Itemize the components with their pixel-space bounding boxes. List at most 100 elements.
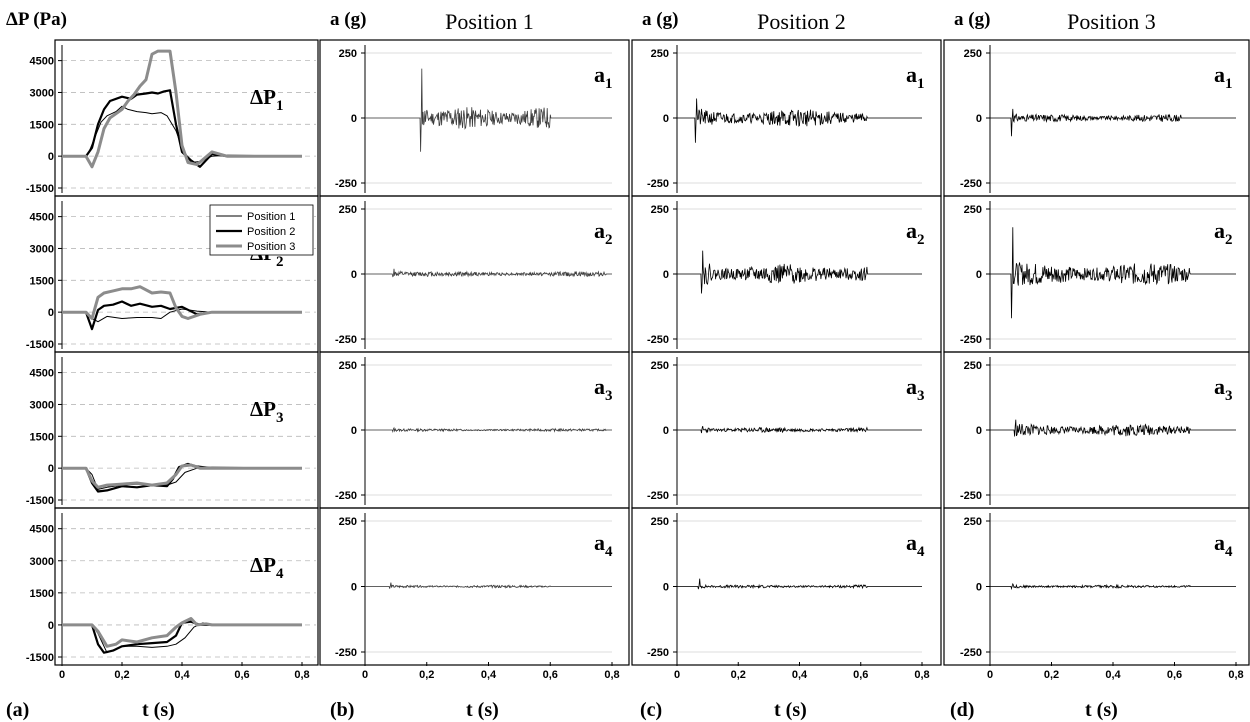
legend-entry: Position 1 — [247, 211, 295, 223]
acceleration-signal — [677, 250, 922, 294]
subplot-label-subscript: 2 — [917, 232, 925, 248]
subplot-label-subscript: 1 — [605, 76, 613, 92]
subplot-label-subscript: 3 — [276, 410, 284, 426]
subplot-c-3: 250 0 -250 a3 — [631, 351, 942, 509]
x-tick-label: 0,8 — [604, 669, 619, 681]
x-tick-label: 0,4 — [792, 669, 808, 681]
subplot-frame — [631, 507, 942, 666]
x-tick-label: 0,6 — [853, 669, 868, 681]
y-tick-label: 250 — [964, 516, 982, 528]
subplot-label: a2 — [1214, 218, 1233, 248]
subplot-frame — [319, 507, 630, 666]
x-tick-label: 0,4 — [174, 669, 190, 681]
subplot-frame — [54, 39, 319, 197]
y-tick-label: 250 — [339, 48, 357, 60]
panel-b: a (g) Position 12500-250a12500-250a22500-… — [319, 9, 630, 681]
acceleration-signal — [677, 578, 922, 590]
panel-title: Position 3 — [1067, 9, 1156, 34]
subplot-label: a1 — [906, 62, 925, 92]
x-tick-label: 0,6 — [1167, 669, 1182, 681]
subplot-label-subscript: 1 — [1225, 76, 1233, 92]
y-tick-label: 3000 — [30, 556, 54, 568]
y-tick-label: 1500 — [30, 275, 54, 287]
subplot-d-2: 250 0 -250 a2 — [943, 195, 1250, 353]
y-tick-label: 4500 — [30, 212, 54, 224]
subplot-a-4: 4500 3000 1500 0 -1500 ΔP4 — [26, 507, 319, 666]
y-tick-label: 0 — [48, 307, 54, 319]
y-tick-label: -250 — [647, 334, 669, 346]
panel-letter-c: (c) — [640, 699, 662, 721]
y-tick-label: 250 — [964, 204, 982, 216]
subplot-b-4: 250 0 -250 a4 — [319, 507, 630, 666]
series-line-position-3 — [62, 285, 302, 320]
subplot-c-2: 250 0 -250 a2 — [631, 195, 942, 353]
subplot-label-subscript: 1 — [276, 98, 284, 114]
y-tick-label: -250 — [335, 647, 357, 659]
y-tick-label: 250 — [339, 360, 357, 372]
subplot-b-2: 250 0 -250 a2 — [319, 195, 630, 353]
series-line-position-2 — [62, 89, 302, 168]
y-tick-label: 0 — [976, 425, 982, 437]
y-tick-label: 0 — [351, 113, 357, 125]
y-tick-label: 3000 — [30, 87, 54, 99]
subplot-frame — [54, 507, 319, 666]
x-tick-label: 0,2 — [114, 669, 129, 681]
subplot-label-subscript: 3 — [917, 388, 925, 404]
subplot-label-subscript: 4 — [276, 566, 284, 582]
y-tick-label: -250 — [647, 647, 669, 659]
acceleration-signal — [990, 108, 1236, 137]
y-tick-label: 0 — [351, 582, 357, 594]
y-tick-label: -250 — [960, 334, 982, 346]
y-tick-label: -1500 — [26, 652, 54, 664]
y-tick-label: -250 — [335, 178, 357, 190]
x-tick-label: 0,6 — [234, 669, 249, 681]
y-tick-label: 0 — [48, 620, 54, 632]
subplot-label-subscript: 2 — [1225, 232, 1233, 248]
subplot-b-3: 250 0 -250 a3 — [319, 351, 630, 509]
y-tick-label: 3000 — [30, 399, 54, 411]
panel-d: a (g) Position 32500-250a12500-250a22500-… — [943, 9, 1250, 681]
x-tick-label: 0,2 — [1044, 669, 1059, 681]
y-tick-label: 1500 — [30, 588, 54, 600]
subplot-label: a4 — [594, 530, 613, 560]
subplot-label: a3 — [594, 374, 613, 404]
acceleration-signal — [365, 582, 612, 589]
y-tick-label: 1500 — [30, 431, 54, 443]
subplot-d-3: 250 0 -250 a3 — [943, 351, 1250, 509]
y-tick-label: 250 — [339, 204, 357, 216]
y-tick-label: 0 — [48, 151, 54, 163]
subplot-label: a4 — [906, 530, 925, 560]
subplot-d-4: 250 0 -250 a4 — [943, 507, 1250, 666]
y-tick-label: 250 — [651, 516, 669, 528]
subplot-label-subscript: 4 — [917, 544, 925, 560]
y-tick-label: 250 — [651, 48, 669, 60]
y-tick-label: 3000 — [30, 243, 54, 255]
acceleration-signal — [677, 425, 922, 434]
x-tick-label: 0,8 — [914, 669, 929, 681]
y-tick-label: -250 — [647, 490, 669, 502]
subplot-label: ΔP1 — [250, 85, 284, 114]
y-tick-label: -250 — [335, 334, 357, 346]
series-line-position-3 — [62, 49, 302, 169]
subplot-label: a2 — [906, 218, 925, 248]
subplot-label-subscript: 3 — [1225, 388, 1233, 404]
panel-title: Position 1 — [445, 9, 534, 34]
y-tick-label: 0 — [48, 463, 54, 475]
subplot-label-subscript: 2 — [276, 254, 284, 270]
y-axis-label: a (g) — [954, 9, 990, 30]
acceleration-signal — [990, 582, 1236, 591]
x-tick-label: 0 — [362, 669, 368, 681]
y-tick-label: 0 — [351, 269, 357, 281]
y-tick-label: 4500 — [30, 368, 54, 380]
acceleration-signal — [990, 419, 1236, 437]
subplot-label: a1 — [1214, 62, 1233, 92]
y-tick-label: 0 — [976, 269, 982, 281]
time-axis-label-b: t (s) — [466, 699, 499, 721]
y-tick-label: 0 — [663, 113, 669, 125]
y-tick-label: -250 — [335, 490, 357, 502]
acceleration-signal — [365, 426, 612, 433]
series-line-position-2 — [62, 300, 302, 331]
acceleration-signal — [365, 68, 612, 152]
panel-a: ΔP (Pa)4500300015000-1500ΔP1450030001500… — [6, 9, 319, 681]
subplot-label: ΔP4 — [250, 553, 284, 582]
